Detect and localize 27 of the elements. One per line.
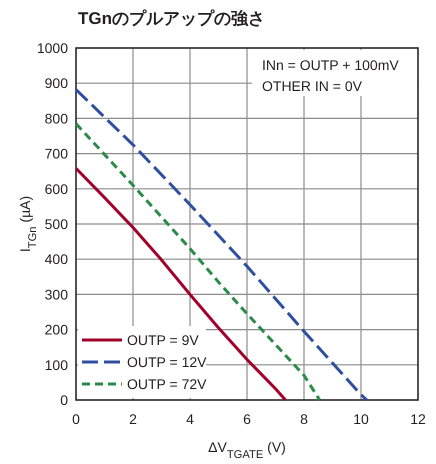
- y-tick-label: 1000: [36, 40, 68, 56]
- y-tick-label: 500: [44, 216, 68, 232]
- y-tick-label: 200: [44, 322, 68, 338]
- y-tick-label: 400: [44, 251, 68, 268]
- x-tick-label: 12: [410, 411, 426, 427]
- x-tick-label: 8: [300, 411, 308, 427]
- x-axis-title: ΔV$_{TGATE}$ (V): [208, 439, 286, 461]
- chart-title: TGnのプルアップの強さ: [78, 9, 265, 28]
- x-tick-label: 2: [129, 411, 138, 427]
- x-tick-label: 6: [243, 411, 252, 427]
- line-series: [74, 122, 322, 402]
- legend-label: OUTP = 9V: [127, 332, 200, 348]
- line-series: [74, 166, 287, 402]
- y-tick-label: 700: [44, 146, 68, 162]
- y-tick-label: 0: [60, 392, 68, 408]
- legend-label: OUTP = 72V: [127, 376, 208, 392]
- y-tick-label: 800: [44, 110, 68, 126]
- x-tick-label: 4: [186, 411, 194, 427]
- annotation: OTHER IN = 0V: [262, 78, 363, 94]
- legend-label: OUTP = 12V: [127, 354, 208, 370]
- x-tick-label: 0: [72, 411, 80, 427]
- y-tick-label: 600: [44, 180, 68, 197]
- y-tick-label: 900: [44, 75, 68, 92]
- annotation: INn = OUTP + 100mV: [262, 57, 400, 73]
- y-tick-label: 100: [44, 356, 68, 373]
- x-tick-label: 10: [353, 411, 369, 427]
- y-tick-label: 300: [44, 286, 68, 302]
